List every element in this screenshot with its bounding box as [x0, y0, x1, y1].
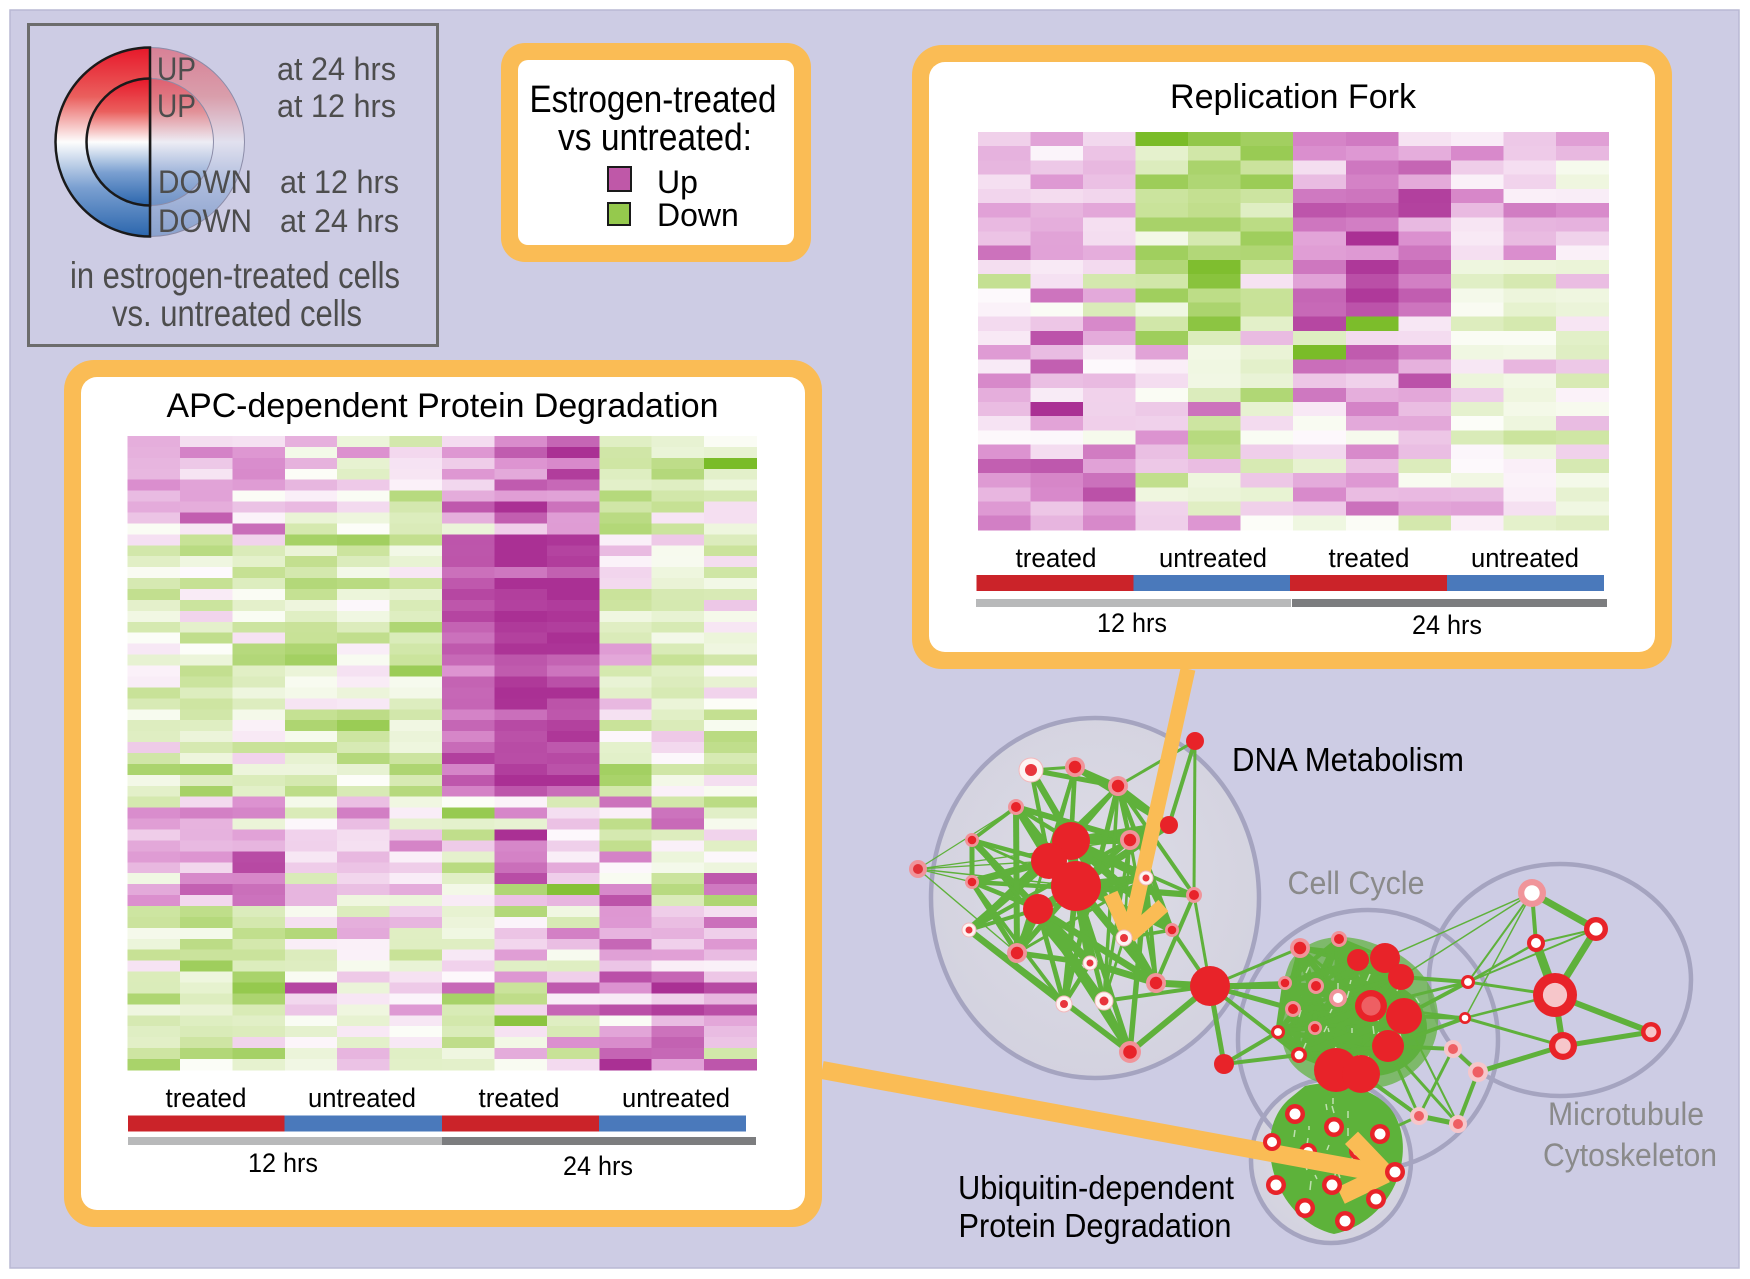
svg-text:Down: Down — [657, 197, 739, 233]
svg-text:UP: UP — [157, 51, 196, 87]
svg-text:DOWN: DOWN — [158, 203, 252, 239]
svg-text:12 hrs: 12 hrs — [248, 1148, 318, 1178]
svg-text:DNA Metabolism: DNA Metabolism — [1232, 741, 1464, 778]
svg-text:24 hrs: 24 hrs — [1412, 610, 1482, 640]
svg-text:at 24 hrs: at 24 hrs — [277, 51, 396, 87]
svg-text:Estrogen-treated: Estrogen-treated — [530, 79, 777, 121]
svg-text:treated: treated — [1016, 543, 1097, 573]
svg-text:vs. untreated cells: vs. untreated cells — [112, 293, 362, 334]
svg-text:Microtubule: Microtubule — [1548, 1096, 1704, 1132]
svg-text:untreated: untreated — [308, 1083, 416, 1113]
svg-text:Replication Fork: Replication Fork — [1170, 78, 1417, 116]
svg-text:treated: treated — [166, 1083, 247, 1113]
svg-text:Cell Cycle: Cell Cycle — [1288, 865, 1425, 901]
svg-text:Protein Degradation: Protein Degradation — [959, 1207, 1232, 1244]
svg-text:at 12 hrs: at 12 hrs — [280, 164, 399, 200]
svg-text:Cytoskeleton: Cytoskeleton — [1543, 1137, 1717, 1173]
svg-text:24 hrs: 24 hrs — [563, 1151, 633, 1181]
svg-text:UP: UP — [157, 88, 196, 124]
svg-text:at 24 hrs: at 24 hrs — [280, 203, 399, 239]
svg-text:untreated: untreated — [622, 1083, 730, 1113]
svg-text:Up: Up — [657, 164, 698, 200]
svg-text:in estrogen-treated cells: in estrogen-treated cells — [70, 255, 400, 296]
svg-text:Ubiquitin-dependent: Ubiquitin-dependent — [958, 1169, 1234, 1206]
svg-text:untreated: untreated — [1471, 543, 1579, 573]
svg-text:12 hrs: 12 hrs — [1097, 608, 1167, 638]
svg-text:treated: treated — [1329, 543, 1410, 573]
svg-text:vs untreated:: vs untreated: — [558, 117, 752, 159]
svg-text:APC-dependent Protein Degradat: APC-dependent Protein Degradation — [167, 387, 719, 425]
svg-text:at 12 hrs: at 12 hrs — [277, 88, 396, 124]
svg-text:treated: treated — [479, 1083, 560, 1113]
svg-text:untreated: untreated — [1159, 543, 1267, 573]
svg-text:DOWN: DOWN — [158, 164, 252, 200]
